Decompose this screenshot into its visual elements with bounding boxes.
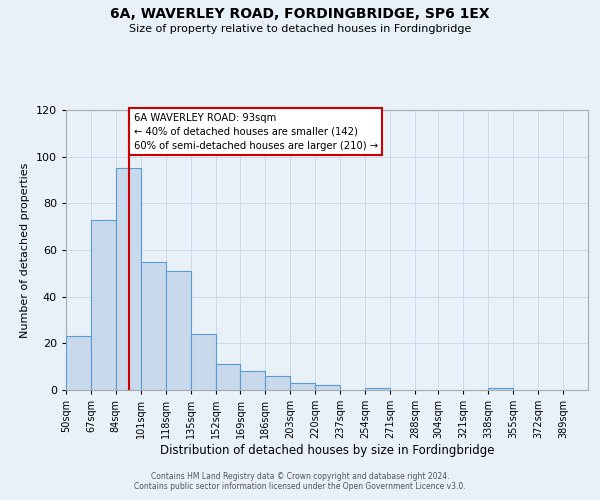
- Bar: [365, 388, 390, 390]
- Bar: [66, 336, 91, 390]
- X-axis label: Distribution of detached houses by size in Fordingbridge: Distribution of detached houses by size …: [160, 444, 494, 457]
- Text: 6A, WAVERLEY ROAD, FORDINGBRIDGE, SP6 1EX: 6A, WAVERLEY ROAD, FORDINGBRIDGE, SP6 1E…: [110, 8, 490, 22]
- Bar: [215, 364, 241, 390]
- Bar: [265, 376, 290, 390]
- Bar: [290, 383, 315, 390]
- Text: Contains HM Land Registry data © Crown copyright and database right 2024.: Contains HM Land Registry data © Crown c…: [151, 472, 449, 481]
- Y-axis label: Number of detached properties: Number of detached properties: [20, 162, 30, 338]
- Bar: [241, 372, 265, 390]
- Bar: [488, 388, 513, 390]
- Bar: [116, 168, 141, 390]
- Bar: [191, 334, 215, 390]
- Text: Size of property relative to detached houses in Fordingbridge: Size of property relative to detached ho…: [129, 24, 471, 34]
- Bar: [315, 386, 340, 390]
- Bar: [166, 271, 191, 390]
- Bar: [91, 220, 116, 390]
- Bar: [141, 262, 166, 390]
- Text: Contains public sector information licensed under the Open Government Licence v3: Contains public sector information licen…: [134, 482, 466, 491]
- Text: 6A WAVERLEY ROAD: 93sqm
← 40% of detached houses are smaller (142)
60% of semi-d: 6A WAVERLEY ROAD: 93sqm ← 40% of detache…: [134, 113, 378, 151]
